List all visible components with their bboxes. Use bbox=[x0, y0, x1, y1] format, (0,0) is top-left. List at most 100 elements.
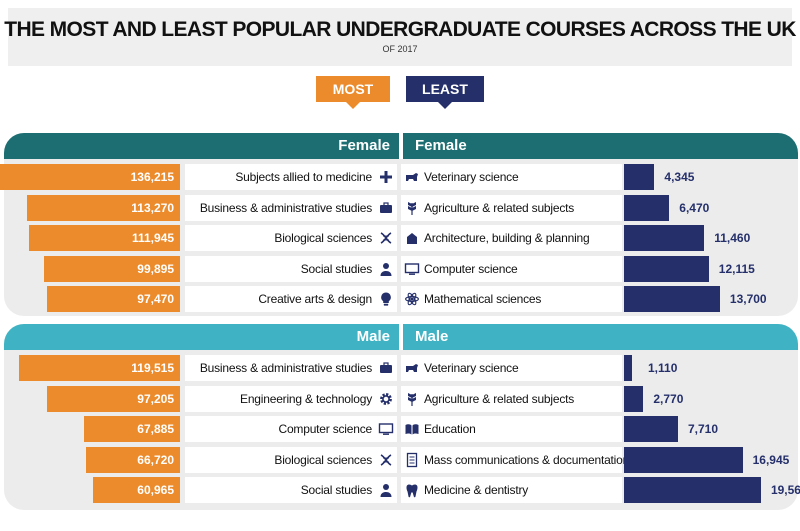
most-category-label: Social studies bbox=[300, 483, 372, 497]
atom-icon bbox=[404, 291, 420, 307]
least-label-box bbox=[401, 255, 622, 282]
most-label-box bbox=[185, 446, 397, 473]
least-bar bbox=[624, 194, 670, 221]
least-value-label: 2,770 bbox=[653, 391, 684, 406]
chart-row: 119,515 Business & administrative studies… bbox=[0, 355, 800, 381]
least-category-label: Agriculture & related subjects bbox=[424, 200, 575, 215]
least-label-box bbox=[401, 446, 622, 473]
least-category-label: Computer science bbox=[424, 261, 518, 276]
chart-row: 97,470 Creative arts & design Mathematical… bbox=[0, 286, 800, 312]
most-label-box bbox=[185, 225, 397, 251]
least-value-label: 6,470 bbox=[679, 200, 710, 215]
male-header-most: Male bbox=[356, 328, 390, 345]
least-category-label: Medicine & dentistry bbox=[424, 483, 529, 497]
least-label-box bbox=[401, 225, 622, 251]
legend-most: MOST bbox=[316, 76, 390, 109]
cog-icon bbox=[378, 391, 394, 407]
most-value-label: 119,515 bbox=[131, 361, 174, 375]
title-banner bbox=[8, 8, 792, 66]
chart-row: 99,895 Social studies Computer science 12,1… bbox=[0, 255, 800, 282]
chart-row: 66,720 Biological sciences Mass communicat… bbox=[0, 446, 800, 473]
most-bar bbox=[43, 255, 180, 282]
most-category-label: Business & administrative studies bbox=[199, 361, 372, 375]
least-bar bbox=[624, 446, 743, 473]
most-label-box bbox=[185, 355, 397, 381]
most-bar bbox=[28, 225, 180, 251]
dna-icon bbox=[378, 452, 394, 468]
wheat-icon bbox=[404, 391, 420, 407]
most-value-label: 97,205 bbox=[137, 391, 174, 406]
least-bar bbox=[624, 477, 761, 503]
plus-icon bbox=[378, 169, 394, 185]
most-label-box bbox=[185, 385, 397, 412]
chart-row: 136,215 Subjects allied to medicine Veteri… bbox=[0, 164, 800, 190]
most-bar bbox=[93, 477, 180, 503]
chart-row: 67,885 Computer science Education 7,710 bbox=[0, 416, 800, 442]
header-divider bbox=[399, 133, 403, 159]
most-category-label: Business & administrative studies bbox=[199, 200, 372, 215]
chart-row: 97,205 Engineering & technology Agricultur… bbox=[0, 385, 800, 412]
least-label-box bbox=[401, 416, 622, 442]
most-label-box bbox=[185, 164, 397, 190]
male-header: Male Male bbox=[4, 324, 798, 350]
least-value-label: 12,115 bbox=[718, 261, 755, 276]
least-label-box bbox=[401, 385, 622, 412]
least-bar bbox=[624, 286, 720, 312]
least-category-label: Agriculture & related subjects bbox=[424, 391, 575, 406]
person-icon bbox=[378, 482, 394, 498]
least-bar bbox=[624, 416, 678, 442]
most-value-label: 66,720 bbox=[137, 452, 174, 467]
page-subtitle: OF 2017 bbox=[382, 44, 418, 54]
least-label-box bbox=[401, 164, 622, 190]
least-value-label: 1,110 bbox=[648, 361, 678, 375]
least-bar bbox=[624, 385, 644, 412]
least-category-label: Mass communications & documentation bbox=[424, 452, 630, 467]
briefcase-icon bbox=[378, 360, 394, 376]
most-value-label: 113,270 bbox=[131, 200, 174, 215]
tooth-icon bbox=[404, 482, 420, 498]
least-bar bbox=[624, 355, 632, 381]
least-bar bbox=[624, 255, 709, 282]
least-bar bbox=[624, 164, 655, 190]
header-divider bbox=[399, 324, 403, 350]
monitor-icon bbox=[378, 421, 394, 437]
legend-least: LEAST bbox=[406, 76, 484, 109]
house-icon bbox=[404, 230, 420, 246]
most-label-box bbox=[185, 477, 397, 503]
female-header-most: Female bbox=[338, 137, 390, 154]
most-category-label: Biological sciences bbox=[274, 231, 372, 245]
most-category-label: Engineering & technology bbox=[240, 391, 372, 406]
most-value-label: 97,470 bbox=[137, 292, 174, 306]
male-header-least: Male bbox=[415, 328, 449, 345]
least-category-label: Mathematical sciences bbox=[424, 292, 542, 306]
most-bar bbox=[0, 164, 180, 190]
chart-row: 113,270 Business & administrative studies… bbox=[0, 194, 800, 221]
most-label-box bbox=[185, 416, 397, 442]
least-label-box bbox=[401, 194, 622, 221]
person-icon bbox=[378, 261, 394, 277]
lightbulb-icon bbox=[378, 291, 394, 307]
least-category-label: Veterinary science bbox=[424, 170, 519, 184]
least-value-label: 7,710 bbox=[687, 422, 718, 436]
least-value-label: 4,345 bbox=[664, 170, 695, 184]
least-category-label: Veterinary science bbox=[424, 361, 519, 375]
dna-icon bbox=[378, 230, 394, 246]
female-header: Female Female bbox=[4, 133, 798, 159]
most-bar bbox=[47, 385, 180, 412]
most-value-label: 111,945 bbox=[131, 231, 174, 245]
most-label-box bbox=[185, 255, 397, 282]
most-bar bbox=[19, 355, 180, 381]
least-label-box bbox=[401, 477, 622, 503]
chart-row: 111,945 Biological sciences Architecture, … bbox=[0, 225, 800, 251]
most-label-box bbox=[185, 286, 397, 312]
most-category-label: Computer science bbox=[278, 422, 372, 436]
least-value-label: 19,565 bbox=[770, 483, 800, 497]
wheat-icon bbox=[404, 200, 420, 216]
least-bar bbox=[624, 225, 705, 251]
least-category-label: Architecture, building & planning bbox=[424, 231, 590, 245]
least-label-box bbox=[401, 286, 622, 312]
most-category-label: Subjects allied to medicine bbox=[235, 170, 372, 184]
briefcase-icon bbox=[378, 200, 394, 216]
least-category-label: Education bbox=[424, 422, 476, 436]
chart-row: 60,965 Social studies Medicine & dentistry… bbox=[0, 477, 800, 503]
